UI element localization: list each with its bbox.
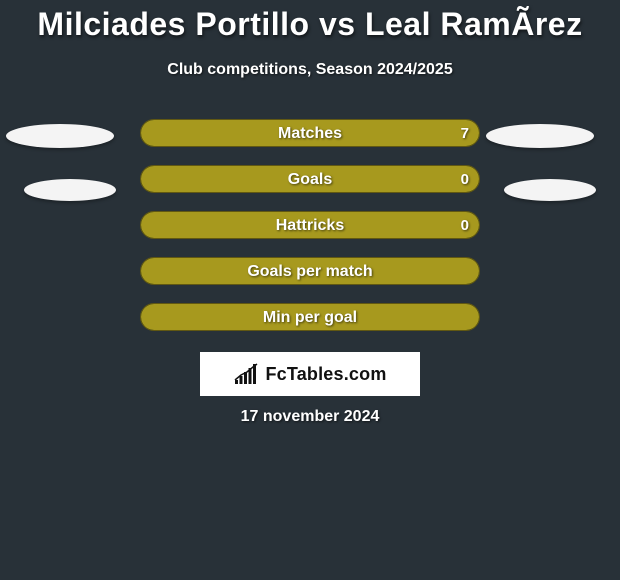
stat-bar-fill-hattricks: [141, 212, 479, 238]
right-ellipse-1: [504, 179, 596, 201]
stat-row-hattricks: Hattricks0: [0, 211, 620, 257]
stat-bar-matches: Matches7: [140, 119, 480, 147]
stat-bar-fill-min_per_goal: [141, 304, 479, 330]
stat-bar-min_per_goal: Min per goal: [140, 303, 480, 331]
subtitle: Club competitions, Season 2024/2025: [0, 61, 620, 79]
stat-row-goals_per_match: Goals per match: [0, 257, 620, 303]
stat-bar-goals: Goals0: [140, 165, 480, 193]
title-player-right: Leal RamÃ­rez: [365, 6, 583, 42]
page-title: Milciades Portillo vs Leal RamÃ­rez: [0, 0, 620, 43]
left-ellipse-0: [6, 124, 114, 148]
bar-chart-icon: [233, 363, 259, 385]
brand-box: FcTables.com: [200, 352, 420, 396]
left-ellipse-1: [24, 179, 116, 201]
stat-bar-fill-goals_per_match: [141, 258, 479, 284]
stat-bar-hattricks: Hattricks0: [140, 211, 480, 239]
date-text: 17 november 2024: [0, 408, 620, 426]
stat-bar-fill-goals: [141, 166, 479, 192]
stat-rows: Matches7 Goals0 Hattricks0 Goals per match M…: [0, 119, 620, 349]
stat-bar-fill-matches: [141, 120, 479, 146]
title-vs: vs: [319, 6, 356, 42]
brand-text: FcTables.com: [265, 364, 386, 385]
right-ellipse-0: [486, 124, 594, 148]
stat-bar-goals_per_match: Goals per match: [140, 257, 480, 285]
title-player-left: Milciades Portillo: [37, 6, 309, 42]
stat-row-min_per_goal: Min per goal: [0, 303, 620, 349]
